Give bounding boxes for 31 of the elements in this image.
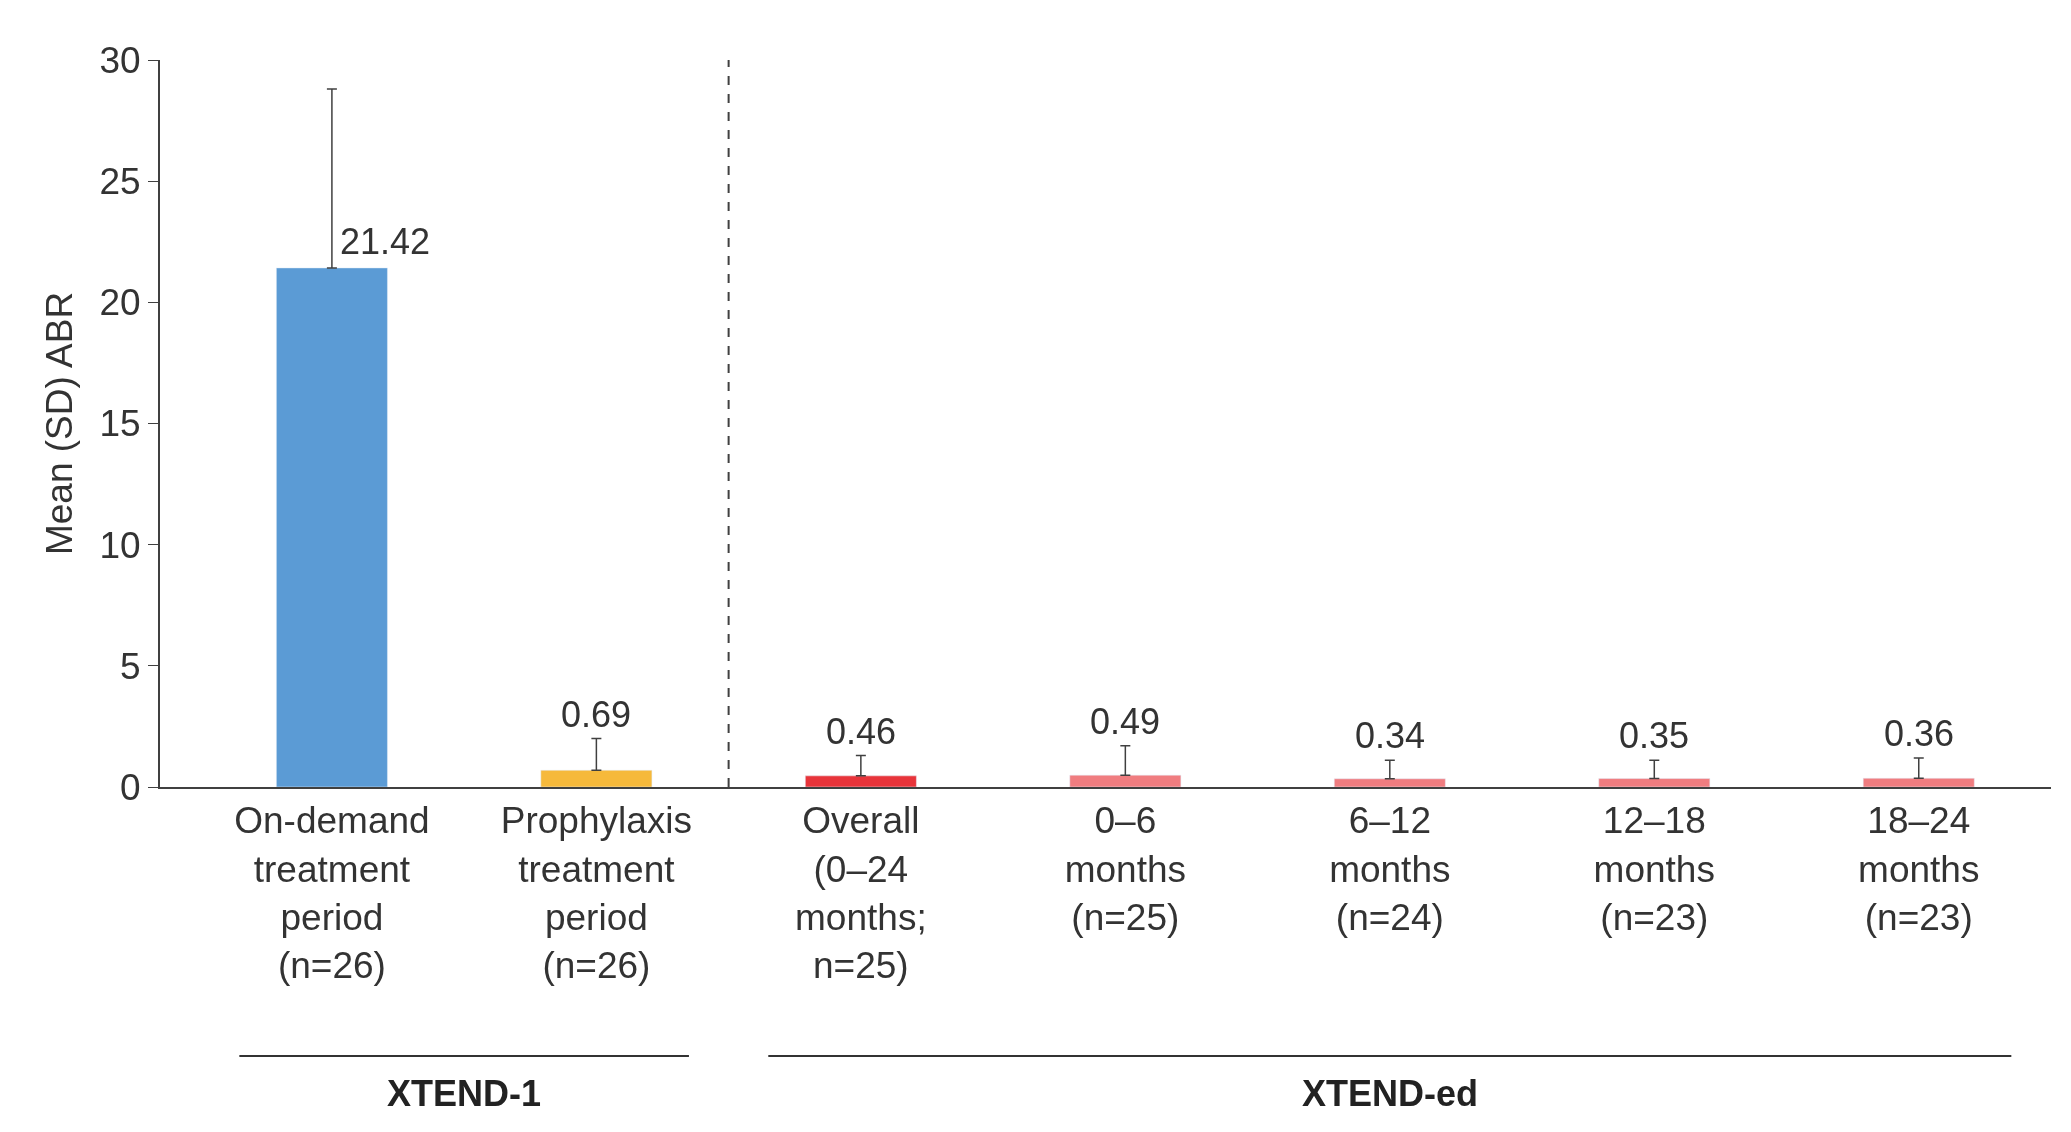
y-tick-label: 25 [99, 161, 141, 203]
y-tick-label: 10 [99, 524, 141, 566]
data-label: 21.42 [340, 221, 431, 262]
data-label: 0.49 [1090, 701, 1161, 742]
bar [805, 775, 917, 787]
data-label: 0.46 [826, 711, 897, 752]
y-tick-label: 15 [99, 403, 141, 445]
x-tick-label: Overall (0–24 months; n=25) [795, 800, 927, 986]
y-axis-title: Mean (SD) ABR [39, 291, 81, 556]
bar [1334, 778, 1446, 787]
y-tick-label: 20 [99, 282, 141, 324]
y-tick-label: 30 [99, 39, 141, 81]
bar [1862, 778, 1975, 787]
x-tick-label: 0–6 months (n=25) [1064, 800, 1187, 938]
text: XTEND-1 [387, 1073, 542, 1114]
data-label: 0.69 [561, 694, 632, 735]
y-tick-label: 5 [120, 645, 141, 687]
data-label: 0.34 [1355, 715, 1426, 756]
x-tick-label: 12–18 months (n=23) [1593, 800, 1715, 938]
bar [1598, 778, 1711, 787]
x-tick-label: Prophylaxis treatment period (n=26) [500, 800, 693, 986]
bar [540, 770, 653, 787]
bar [276, 267, 388, 787]
text: XTEND-ed [1302, 1073, 1479, 1114]
x-tick-label: 6–12 months (n=24) [1329, 800, 1451, 938]
data-label: 0.36 [1884, 713, 1955, 754]
x-tick-label: On-demand treatment period (n=26) [234, 800, 430, 986]
data-label: 0.35 [1619, 715, 1690, 756]
y-tick-label: 0 [120, 766, 141, 808]
x-tick-label: 18–24 months (n=23) [1858, 800, 1980, 938]
bar [1069, 774, 1182, 787]
